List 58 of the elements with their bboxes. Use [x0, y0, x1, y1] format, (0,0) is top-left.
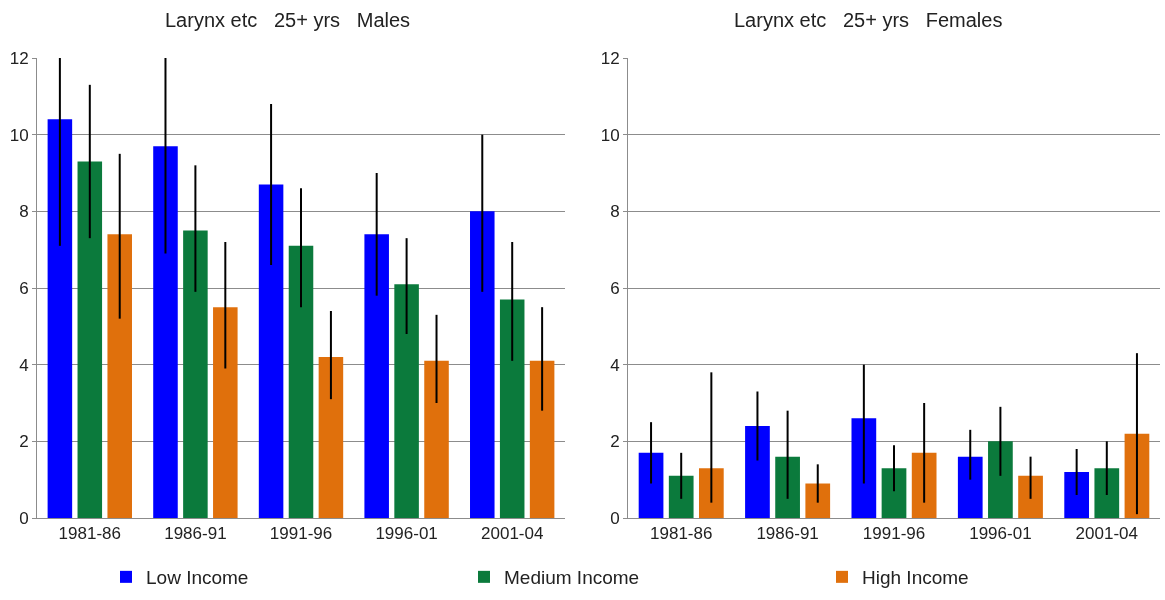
bar: [698, 468, 724, 518]
bar: [775, 456, 800, 518]
y-tick-label: 8: [19, 202, 29, 222]
chart-title: Larynx etc 25+ yrs Females: [734, 9, 1003, 31]
x-tick-label: 1996-01: [375, 524, 438, 544]
chart-title: Larynx etc 25+ yrs Males: [165, 9, 411, 31]
legend-label: High Income: [862, 567, 969, 589]
bar: [183, 230, 208, 518]
y-tick-label: 6: [19, 278, 29, 298]
bar: [529, 360, 555, 518]
bar: [258, 184, 284, 518]
bar: [107, 234, 132, 518]
bar: [851, 418, 877, 518]
y-tick-label: 6: [610, 278, 620, 298]
y-tick-label: 10: [9, 125, 29, 145]
bar: [394, 284, 419, 518]
bar: [638, 452, 664, 518]
bar: [288, 245, 314, 518]
bar: [77, 161, 103, 518]
bar: [364, 234, 389, 518]
x-tick-label: 1996-01: [969, 524, 1032, 544]
x-tick-label: 1991-96: [862, 524, 926, 544]
x-tick-label: 1981-86: [650, 524, 713, 544]
x-tick-label: 1991-96: [269, 524, 333, 544]
bar: [213, 307, 238, 518]
y-tick-label: 8: [610, 202, 620, 222]
x-tick-label: 1981-86: [58, 524, 121, 544]
bar: [47, 119, 73, 518]
legend-label: Low Income: [146, 567, 249, 589]
bar: [318, 357, 344, 518]
bar: [499, 299, 525, 518]
y-tick-label: 4: [19, 355, 29, 375]
bar: [805, 483, 831, 518]
legend-label: Medium Income: [504, 567, 640, 589]
bar: [881, 468, 907, 518]
bar: [153, 146, 178, 518]
y-tick-label: 12: [9, 48, 29, 68]
x-tick-label: 2001-04: [481, 524, 544, 544]
y-tick-label: 0: [19, 508, 29, 528]
x-tick-label: 1986-91: [164, 524, 227, 544]
y-tick-label: 0: [610, 508, 620, 528]
x-tick-label: 1986-91: [756, 524, 819, 544]
bar: [470, 211, 495, 518]
bar: [668, 475, 694, 518]
y-tick-label: 2: [19, 432, 29, 452]
bar: [745, 426, 770, 518]
bar: [988, 441, 1013, 518]
bar: [424, 360, 449, 518]
y-tick-label: 10: [600, 125, 620, 145]
y-tick-label: 4: [610, 355, 620, 375]
y-tick-label: 12: [600, 48, 620, 68]
y-tick-label: 2: [610, 432, 620, 452]
bar: [1094, 468, 1120, 518]
bar: [1018, 475, 1043, 518]
bar: [957, 456, 983, 518]
x-tick-label: 2001-04: [1075, 524, 1138, 544]
bar: [1064, 472, 1090, 518]
bar: [911, 452, 937, 518]
